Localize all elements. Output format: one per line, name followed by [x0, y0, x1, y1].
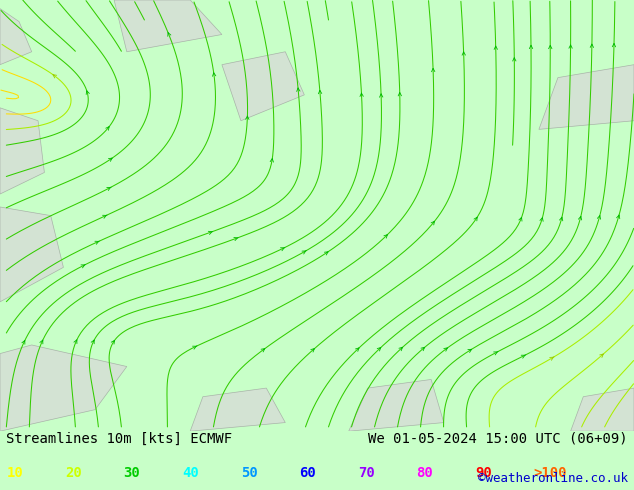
Text: 60: 60	[299, 466, 316, 480]
Text: 70: 70	[358, 466, 375, 480]
Text: 90: 90	[475, 466, 492, 480]
Text: Streamlines 10m [kts] ECMWF: Streamlines 10m [kts] ECMWF	[6, 432, 233, 446]
Text: We 01-05-2024 15:00 UTC (06+09): We 01-05-2024 15:00 UTC (06+09)	[368, 432, 628, 446]
Text: 40: 40	[182, 466, 199, 480]
Polygon shape	[0, 108, 44, 194]
Text: ©weatheronline.co.uk: ©weatheronline.co.uk	[477, 472, 628, 485]
Text: 80: 80	[417, 466, 433, 480]
Polygon shape	[349, 379, 444, 431]
Polygon shape	[0, 9, 32, 65]
Polygon shape	[539, 65, 634, 129]
Text: 30: 30	[124, 466, 140, 480]
Polygon shape	[0, 207, 63, 302]
Polygon shape	[0, 345, 127, 431]
Polygon shape	[114, 0, 222, 52]
Polygon shape	[222, 52, 304, 121]
Polygon shape	[190, 388, 285, 431]
Text: >100: >100	[534, 466, 567, 480]
Text: 20: 20	[65, 466, 82, 480]
Text: 50: 50	[241, 466, 257, 480]
Polygon shape	[571, 388, 634, 431]
Text: 10: 10	[6, 466, 23, 480]
